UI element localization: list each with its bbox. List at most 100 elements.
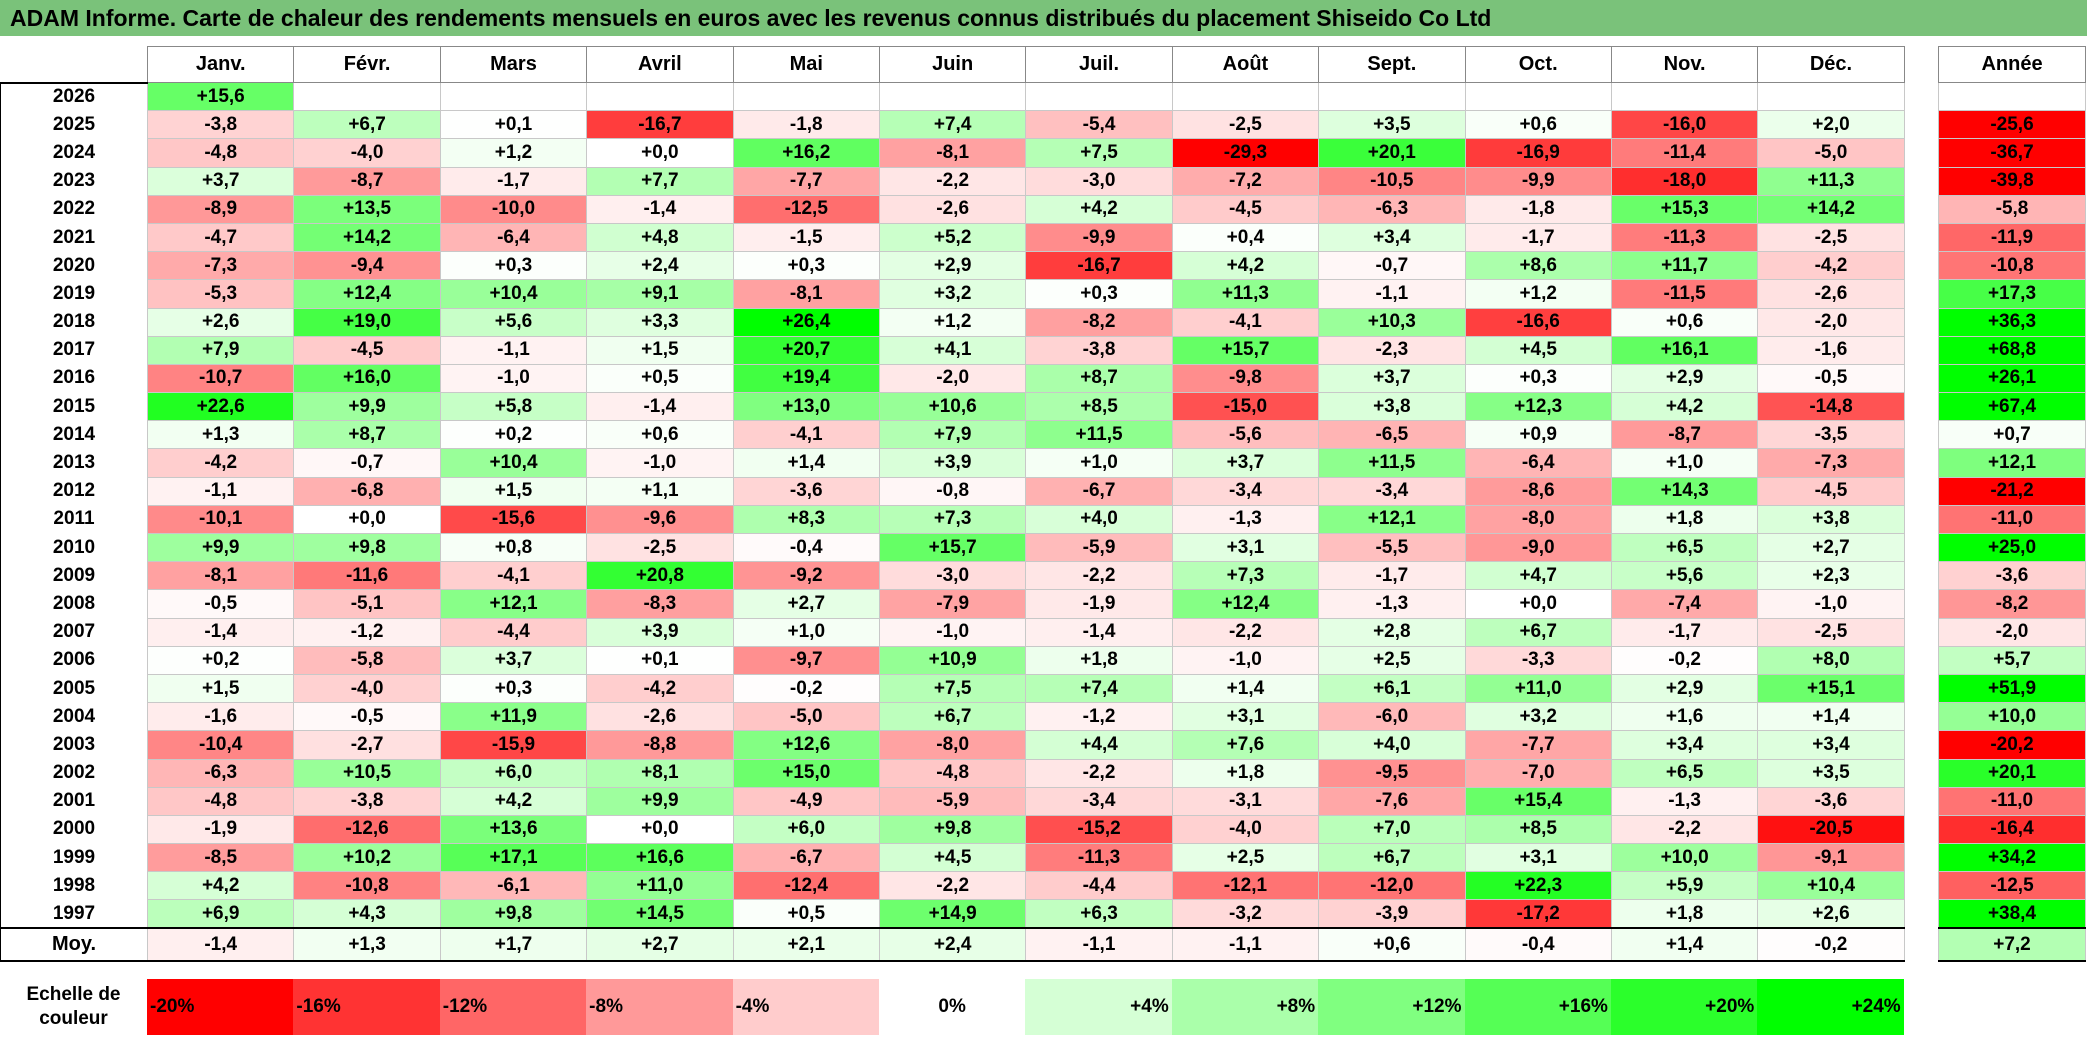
heatmap-cell: -11,3 <box>1025 843 1173 873</box>
heatmap-cell <box>586 81 734 112</box>
heatmap-cell: -1,0 <box>1757 589 1905 619</box>
heatmap-cell <box>878 81 1027 112</box>
heatmap-cell: +16,6 <box>586 843 734 873</box>
annual-cell <box>1938 81 2086 112</box>
heatmap-cell: -8,8 <box>586 730 734 760</box>
heatmap-cell <box>1610 81 1759 112</box>
annual-row: +0,7 <box>1938 420 2086 450</box>
heatmap-cell: +4,8 <box>586 222 734 253</box>
annual-cell: +10,0 <box>1938 702 2086 732</box>
heatmap-cell: +14,2 <box>293 222 441 253</box>
heatmap-cell: -0,2 <box>1610 645 1759 675</box>
heatmap-cell: +22,3 <box>1464 871 1612 901</box>
heatmap-cell: +1,4 <box>732 448 880 478</box>
heatmap-cell: -9,0 <box>1464 532 1612 563</box>
heatmap-cell: +1,0 <box>732 617 880 647</box>
heatmap-cell: +20,7 <box>732 335 880 365</box>
heatmap-cell: +0,5 <box>732 899 880 929</box>
heatmap-cell: +0,0 <box>293 504 441 535</box>
annual-cell: +67,4 <box>1938 392 2086 422</box>
heatmap-cell: -2,2 <box>878 871 1027 901</box>
year-label: 2010 <box>0 533 148 562</box>
heatmap-cell: -10,4 <box>146 730 295 760</box>
heatmap-cell: +13,0 <box>732 392 880 422</box>
heatmap-cell: +3,4 <box>1318 222 1466 253</box>
monthly-heatmap-table: Janv. Févr. Mars Avril Mai Juin Juil. Août Sept.… <box>0 46 1905 963</box>
heatmap-cell: +15,0 <box>732 758 880 788</box>
heatmap-cell: +3,8 <box>1318 392 1466 422</box>
annual-cell: +17,3 <box>1938 279 2086 309</box>
heatmap-cell: -4,1 <box>1171 307 1320 337</box>
heatmap-cell: +1,8 <box>1610 504 1759 535</box>
heatmap-cell: -4,8 <box>146 786 295 816</box>
heatmap-cell: -1,8 <box>1464 194 1612 224</box>
heatmap-cell: +1,5 <box>586 335 734 365</box>
heatmap-cell: -4,5 <box>1757 476 1905 506</box>
heatmap-cell <box>1464 81 1612 112</box>
year-row: 2023 +3,7 -8,7 -1,7 +7,7 -7,7 -2,2 -3,0 -7,2 -10,… <box>0 166 1905 196</box>
month-header: Avril <box>586 46 734 83</box>
heatmap-cell: +3,5 <box>1318 110 1466 140</box>
heatmap-cell: -4,8 <box>878 758 1027 788</box>
heatmap-cell: +9,9 <box>586 786 734 816</box>
color-scale-swatch: +20% <box>1610 979 1758 1035</box>
annual-cell: -8,2 <box>1938 589 2086 619</box>
year-row: 2016 -10,7 +16,0 -1,0 +0,5 +19,4 -2,0 +8,7 -9,8 +… <box>0 363 1905 394</box>
heatmap-cell: +6,5 <box>1610 532 1759 563</box>
heatmap-cell: +3,1 <box>1171 532 1320 563</box>
heatmap-cell: -4,2 <box>146 448 295 478</box>
heatmap-cell: -9,5 <box>1318 758 1466 788</box>
heatmap-cell: -3,5 <box>1757 420 1905 450</box>
heatmap-cell: +12,1 <box>1318 504 1466 535</box>
annual-row: -2,0 <box>1938 617 2086 647</box>
year-row: 2017 +7,9 -4,5 -1,1 +1,5 +20,7 +4,1 -3,8 +15,7 -2… <box>0 335 1905 365</box>
year-row: 1999 -8,5 +10,2 +17,1 +16,6 -6,7 +4,5 -11,3 +2,5… <box>0 843 1905 873</box>
heatmap-cell: +10,5 <box>293 758 441 788</box>
heatmap-cell: +1,3 <box>146 420 295 450</box>
average-cell: +1,7 <box>439 927 588 963</box>
year-row: 1997 +6,9 +4,3 +9,8 +14,5 +0,5 +14,9 +6,3 -3,2 -3… <box>0 899 1905 929</box>
heatmap-cell: -1,2 <box>293 617 441 647</box>
header-corner <box>0 46 148 84</box>
heatmap-cell: -3,0 <box>1025 166 1173 196</box>
heatmap-cell: +11,0 <box>1464 673 1612 704</box>
heatmap-cell: -11,5 <box>1610 279 1759 309</box>
heatmap-cell: +0,2 <box>146 645 295 675</box>
heatmap-cell: -1,7 <box>1318 561 1466 591</box>
average-cell: +2,7 <box>586 927 734 963</box>
heatmap-cell: +5,2 <box>878 222 1027 253</box>
heatmap-cell: -0,7 <box>1318 251 1466 281</box>
heatmap-cell: -6,8 <box>293 476 441 506</box>
annual-cell: +38,4 <box>1938 899 2086 929</box>
year-row: 2022 -8,9 +13,5 -10,0 -1,4 -12,5 -2,6 +4,2 -4,5-… <box>0 194 1905 224</box>
heatmap-cell: +5,6 <box>1610 561 1759 591</box>
heatmap-cell: +7,7 <box>586 166 734 196</box>
heatmap-cell: +9,9 <box>146 532 295 563</box>
heatmap-cell: -3,4 <box>1318 476 1466 506</box>
heatmap-cell: -1,6 <box>146 702 295 732</box>
heatmap-cell: -3,3 <box>1464 645 1612 675</box>
heatmap-cell: +3,5 <box>1757 758 1905 788</box>
heatmap-cell: -4,0 <box>1171 814 1320 845</box>
heatmap-cell: -1,3 <box>1610 786 1759 816</box>
year-row: 2010 +9,9 +9,8 +0,8 -2,5 -0,4 +15,7 -5,9 +3,1 -5,… <box>0 532 1905 563</box>
heatmap-cell: +10,0 <box>1610 843 1759 873</box>
heatmap-cell: -1,1 <box>146 476 295 506</box>
annual-cell: -11,0 <box>1938 504 2086 535</box>
annual-row: -36,7 <box>1938 138 2086 168</box>
month-header: Août <box>1171 46 1320 83</box>
year-label: 2015 <box>0 392 148 421</box>
heatmap-cell: +0,0 <box>1464 589 1612 619</box>
heatmap-cell: -8,1 <box>878 138 1027 168</box>
heatmap-cell: +2,7 <box>732 589 880 619</box>
heatmap-cell: -12,4 <box>732 871 880 901</box>
heatmap-cell: -8,5 <box>146 843 295 873</box>
year-label: 2019 <box>0 279 148 308</box>
annual-cell: -12,5 <box>1938 871 2086 901</box>
heatmap-cell: -1,7 <box>1610 617 1759 647</box>
year-row: 2003 -10,4 -2,7 -15,9 -8,8 +12,6 -8,0 +4,4 +7,6 +… <box>0 730 1905 760</box>
month-header: Janv. <box>146 46 295 83</box>
heatmap-cell: -12,0 <box>1318 871 1466 901</box>
heatmap-cell: -9,1 <box>1757 843 1905 873</box>
year-label: 2008 <box>0 589 148 619</box>
